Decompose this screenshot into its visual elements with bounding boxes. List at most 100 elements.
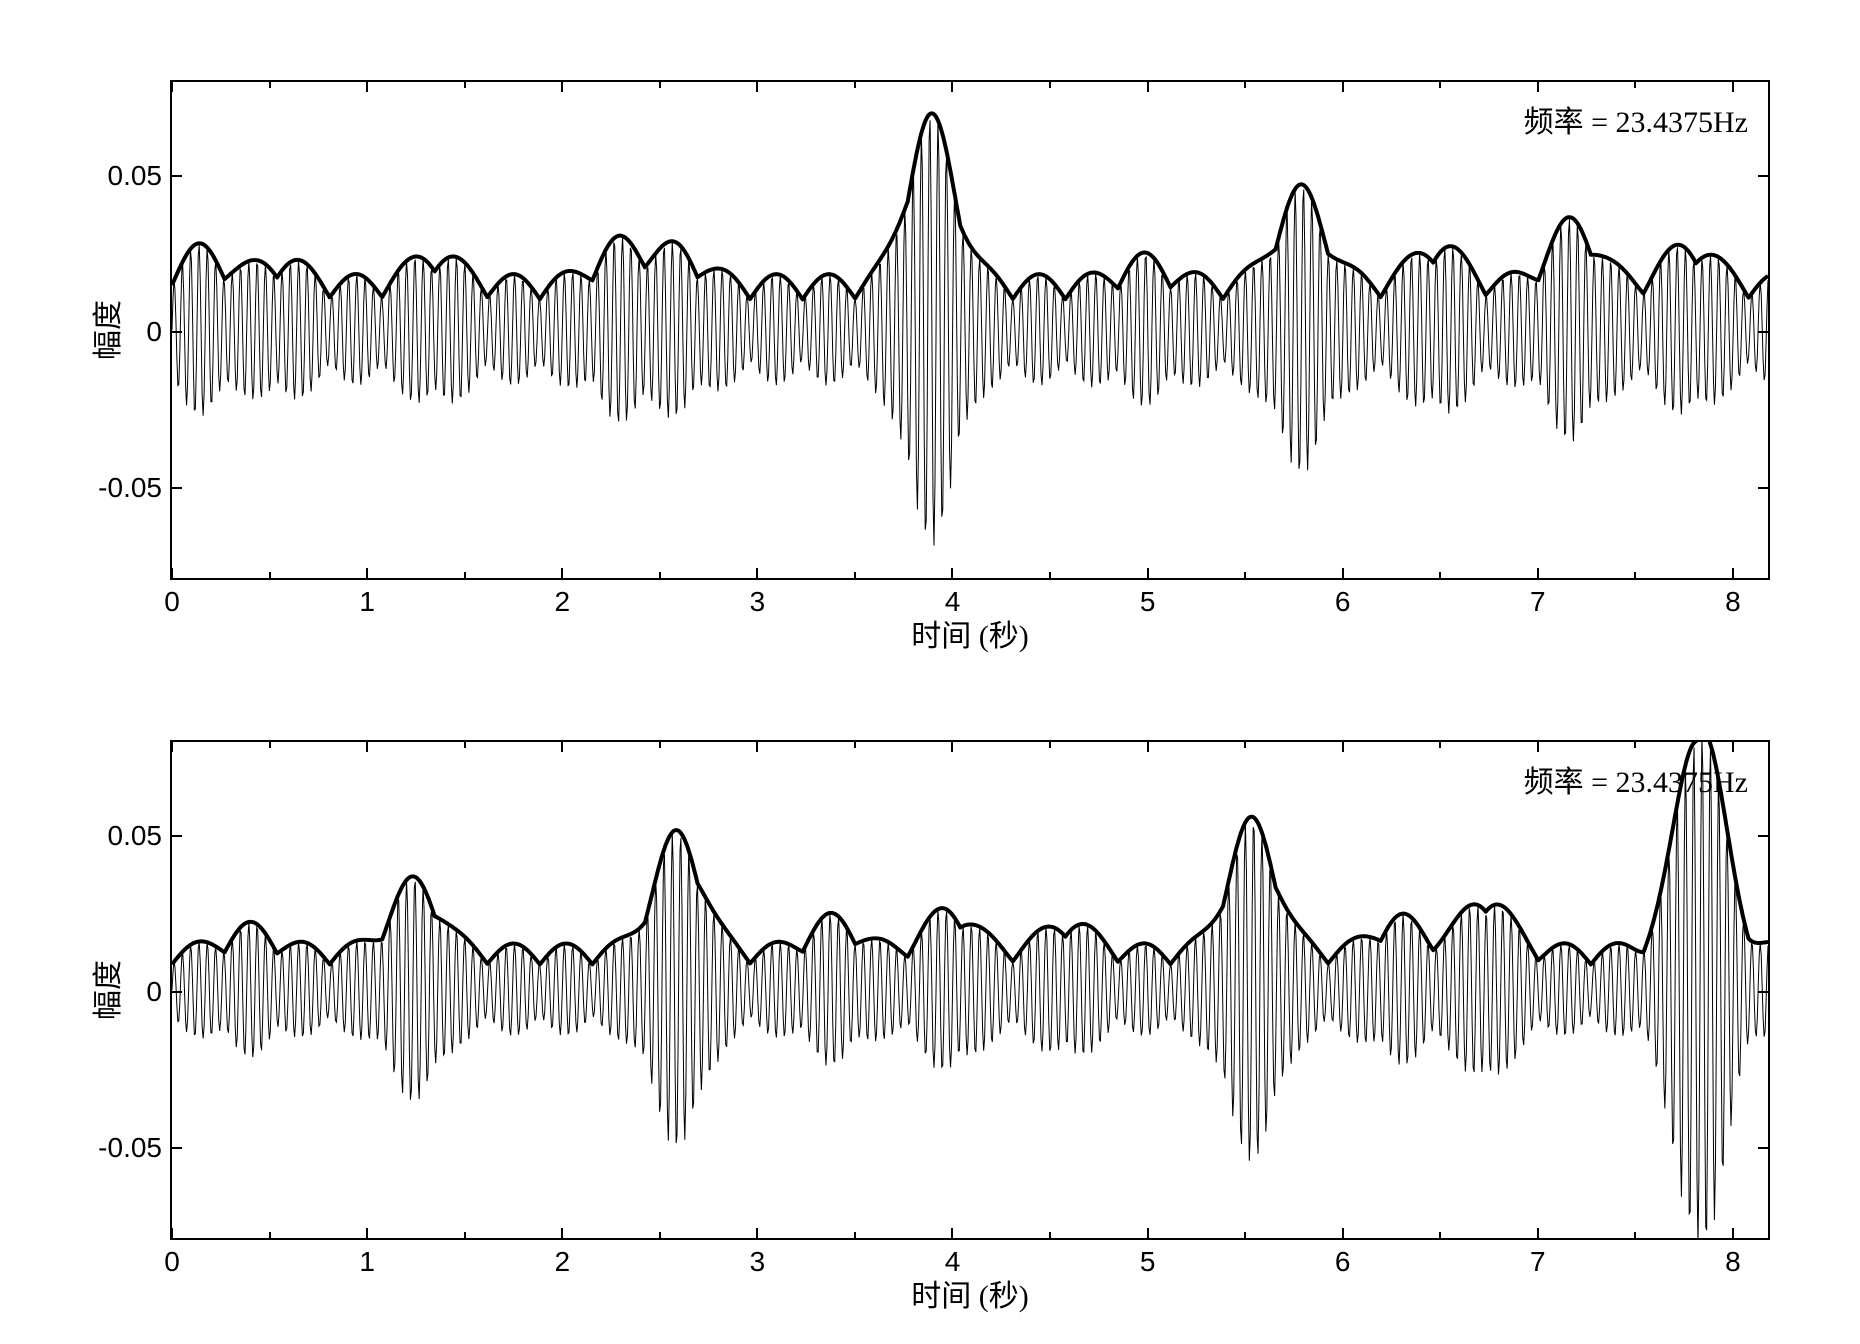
ytick <box>172 835 182 837</box>
xtick <box>171 568 173 578</box>
xtick <box>1147 742 1149 752</box>
ytick <box>172 331 182 333</box>
xlabel-bottom: 时间 (秒) <box>911 1271 1028 1315</box>
xtick-label: 6 <box>1335 586 1351 618</box>
signal-path <box>172 120 1768 545</box>
xtick-label: 0 <box>164 1246 180 1278</box>
xtick-minor <box>269 82 271 88</box>
ytick <box>172 487 182 489</box>
xtick <box>1732 1228 1734 1238</box>
xtick-label: 6 <box>1335 1246 1351 1278</box>
panel-top: 频率 = 23.4375Hz 012345678-0.0500.05 幅度 时间… <box>170 80 1770 580</box>
xtick <box>1147 568 1149 578</box>
signal-path <box>172 742 1768 1238</box>
ytick <box>172 1147 182 1149</box>
xtick <box>951 1228 953 1238</box>
xlabel-top: 时间 (秒) <box>911 611 1028 655</box>
xtick <box>1732 568 1734 578</box>
waveform-svg-top <box>172 82 1768 578</box>
xtick-minor <box>659 1232 661 1238</box>
xtick-minor <box>464 82 466 88</box>
xtick-minor <box>1244 572 1246 578</box>
xtick <box>1732 82 1734 92</box>
xtick-minor <box>659 82 661 88</box>
annotation-bottom: 频率 = 23.4375Hz <box>1524 757 1748 801</box>
xtick-label: 5 <box>1140 1246 1156 1278</box>
ytick <box>1758 835 1768 837</box>
ylabel-bottom: 幅度 <box>83 960 127 1020</box>
waveform-svg-bottom <box>172 742 1768 1238</box>
xtick-minor <box>659 572 661 578</box>
xtick <box>1342 1228 1344 1238</box>
xtick <box>1342 82 1344 92</box>
xtick-minor <box>659 742 661 748</box>
xtick <box>756 1228 758 1238</box>
xtick <box>756 568 758 578</box>
xtick-minor <box>1634 82 1636 88</box>
ytick <box>172 175 182 177</box>
xtick <box>1342 742 1344 752</box>
xtick <box>171 1228 173 1238</box>
xtick-minor <box>1634 572 1636 578</box>
xtick-minor <box>1439 1232 1441 1238</box>
xtick <box>171 82 173 92</box>
xtick-minor <box>464 1232 466 1238</box>
ytick <box>1758 175 1768 177</box>
xtick-minor <box>269 1232 271 1238</box>
xtick-label: 2 <box>554 1246 570 1278</box>
xtick-minor <box>1049 82 1051 88</box>
ytick <box>1758 991 1768 993</box>
xtick-minor <box>1049 1232 1051 1238</box>
xtick-minor <box>269 742 271 748</box>
xtick-label: 3 <box>750 1246 766 1278</box>
xtick <box>366 568 368 578</box>
plot-area-bottom: 频率 = 23.4375Hz 012345678-0.0500.05 <box>170 740 1770 1240</box>
ytick-label: 0 <box>146 316 162 348</box>
ytick-label: 0.05 <box>108 160 163 192</box>
xtick <box>561 82 563 92</box>
xtick-minor <box>854 572 856 578</box>
xtick-label: 1 <box>359 1246 375 1278</box>
xtick <box>756 742 758 752</box>
xtick-minor <box>1439 82 1441 88</box>
xtick-minor <box>854 1232 856 1238</box>
xtick-label: 1 <box>359 586 375 618</box>
ytick-label: 0 <box>146 976 162 1008</box>
xtick <box>366 1228 368 1238</box>
xtick-minor <box>1439 572 1441 578</box>
xtick-minor <box>269 572 271 578</box>
ytick-label: -0.05 <box>98 1132 162 1164</box>
xtick-minor <box>1244 742 1246 748</box>
xtick-minor <box>1244 1232 1246 1238</box>
xtick <box>951 82 953 92</box>
ytick <box>1758 487 1768 489</box>
xtick <box>1537 1228 1539 1238</box>
xtick-label: 0 <box>164 586 180 618</box>
xtick-minor <box>854 82 856 88</box>
xtick-label: 2 <box>554 586 570 618</box>
xtick-label: 7 <box>1530 1246 1546 1278</box>
ytick-label: 0.05 <box>108 820 163 852</box>
ytick <box>1758 331 1768 333</box>
xtick <box>1537 568 1539 578</box>
xtick <box>1537 82 1539 92</box>
xtick-label: 8 <box>1725 586 1741 618</box>
xtick-minor <box>1439 742 1441 748</box>
panel-bottom: 频率 = 23.4375Hz 012345678-0.0500.05 幅度 时间… <box>170 740 1770 1240</box>
xtick <box>951 742 953 752</box>
xtick-minor <box>854 742 856 748</box>
xtick-minor <box>1244 82 1246 88</box>
annotation-top: 频率 = 23.4375Hz <box>1524 97 1748 141</box>
figure: 频率 = 23.4375Hz 012345678-0.0500.05 幅度 时间… <box>20 20 1840 1324</box>
ytick <box>1758 1147 1768 1149</box>
ytick-label: -0.05 <box>98 472 162 504</box>
xtick-minor <box>464 742 466 748</box>
xtick <box>366 82 368 92</box>
xtick <box>951 568 953 578</box>
xtick <box>756 82 758 92</box>
xtick <box>1732 742 1734 752</box>
xtick-minor <box>1049 572 1051 578</box>
xtick <box>561 742 563 752</box>
xtick-minor <box>1634 1232 1636 1238</box>
xtick-minor <box>1049 742 1051 748</box>
